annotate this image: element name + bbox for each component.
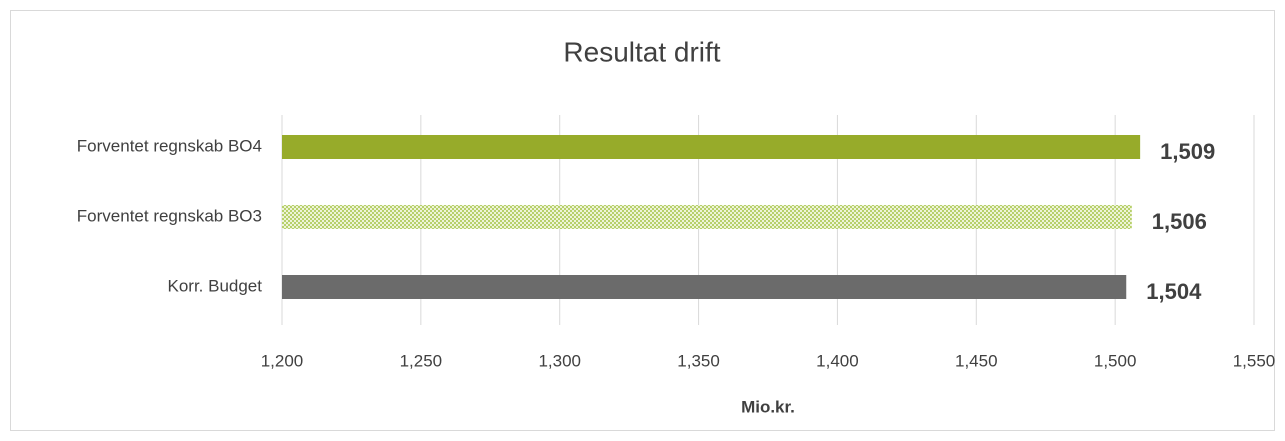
x-tick-label: 1,300 bbox=[538, 351, 581, 370]
value-label: 1,506 bbox=[1152, 209, 1207, 234]
bar bbox=[282, 275, 1127, 299]
x-tick-label: 1,250 bbox=[400, 351, 443, 370]
y-tick-label: Korr. Budget bbox=[167, 276, 262, 295]
y-tick-label: Forventet regnskab BO4 bbox=[77, 136, 262, 155]
bar bbox=[282, 205, 1132, 229]
x-tick-label: 1,450 bbox=[955, 351, 998, 370]
x-tick-label: 1,350 bbox=[677, 351, 720, 370]
x-tick-label: 1,400 bbox=[816, 351, 859, 370]
value-label: 1,504 bbox=[1146, 279, 1202, 304]
x-tick-label: 1,500 bbox=[1094, 351, 1137, 370]
bar bbox=[282, 135, 1141, 159]
x-axis-label: Mio.kr. bbox=[741, 397, 795, 416]
x-tick-label: 1,550 bbox=[1233, 351, 1276, 370]
chart-title: Resultat drift bbox=[563, 36, 720, 67]
value-label: 1,509 bbox=[1160, 139, 1215, 164]
x-tick-label: 1,200 bbox=[261, 351, 304, 370]
y-tick-label: Forventet regnskab BO3 bbox=[77, 206, 262, 225]
